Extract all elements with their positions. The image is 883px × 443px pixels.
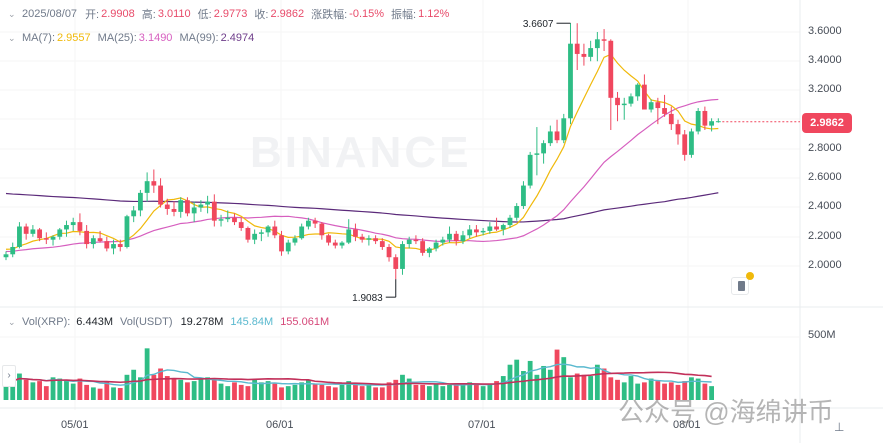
vol-xrp-value: 6.443M	[76, 316, 113, 328]
ma99-value: 2.4974	[220, 32, 255, 44]
low-label: 低:	[197, 9, 212, 21]
ohlc-legend: ⌄ 2025/08/07 开: 2.9908 高: 3.0110 低: 2.97…	[8, 6, 456, 22]
legend-date: 2025/08/07	[22, 8, 78, 20]
price-tick: 2.0000	[808, 259, 842, 271]
open-label: 开:	[85, 9, 100, 21]
amplitude-value: 1.12%	[418, 8, 450, 20]
price-tick: 3.2000	[808, 83, 842, 95]
ma25-label: MA(25):	[97, 32, 137, 44]
volume-axis-label: 500M	[808, 329, 836, 341]
price-tick: 3.4000	[808, 54, 842, 66]
change-value: -0.15%	[349, 8, 385, 20]
high-value: 3.0110	[157, 8, 191, 20]
collapse-chevron-icon[interactable]: ⌄	[8, 316, 16, 327]
source-watermark: 公众号 @海绵讲币	[618, 397, 834, 427]
high-label: 高:	[141, 9, 156, 21]
low-value: 2.9773	[213, 8, 248, 20]
ma7-label: MA(7):	[22, 32, 55, 44]
ma-legend: ⌄ MA(7): 2.9557 MA(25): 3.1490 MA(99): 2…	[8, 32, 261, 44]
close-label: 收:	[254, 9, 269, 21]
vol-usdt-value: 19.278M	[180, 316, 224, 328]
vol-ma-long-value: 155.061M	[280, 316, 330, 328]
change-label: 涨跌幅:	[311, 9, 348, 21]
close-value: 2.9862	[270, 8, 305, 20]
notes-icon[interactable]	[731, 272, 754, 295]
svg-text:1.9083: 1.9083	[352, 293, 383, 304]
collapse-chevron-icon[interactable]: ⌄	[8, 8, 16, 19]
price-tick: 2.8000	[808, 142, 842, 154]
price-tick: 2.6000	[808, 171, 842, 183]
date-tick-aug: 08/01	[673, 419, 701, 431]
notification-dot	[746, 272, 754, 280]
svg-text:3.6607: 3.6607	[523, 19, 554, 30]
open-value: 2.9908	[101, 8, 135, 20]
volume-legend: ⌄ Vol(XRP): 6.443M Vol(USDT) 19.278M 145…	[8, 316, 336, 328]
price-tick: 2.4000	[808, 200, 842, 212]
vol-xrp-label: Vol(XRP):	[22, 316, 71, 328]
binance-watermark: BINANCE	[250, 128, 472, 177]
date-tick-jul: 07/01	[468, 419, 496, 431]
amplitude-label: 振幅:	[391, 9, 417, 21]
collapse-chevron-icon[interactable]: ⌄	[8, 32, 16, 43]
ma25-value: 3.1490	[138, 32, 173, 44]
ma7-value: 2.9557	[57, 32, 91, 44]
vol-usdt-label: Vol(USDT)	[120, 316, 173, 328]
price-tick: 3.6000	[808, 25, 842, 37]
axis-settings-icon[interactable]: ⊥	[834, 420, 845, 434]
ma99-label: MA(99):	[179, 32, 219, 44]
date-tick-may: 05/01	[61, 419, 89, 431]
vol-ma-short-value: 145.84M	[230, 316, 274, 328]
current-price-tag: 2.9862	[802, 113, 852, 133]
price-tick: 2.2000	[808, 230, 842, 242]
date-tick-jun: 06/01	[266, 419, 294, 431]
expand-panel-button[interactable]: ›	[2, 365, 16, 387]
